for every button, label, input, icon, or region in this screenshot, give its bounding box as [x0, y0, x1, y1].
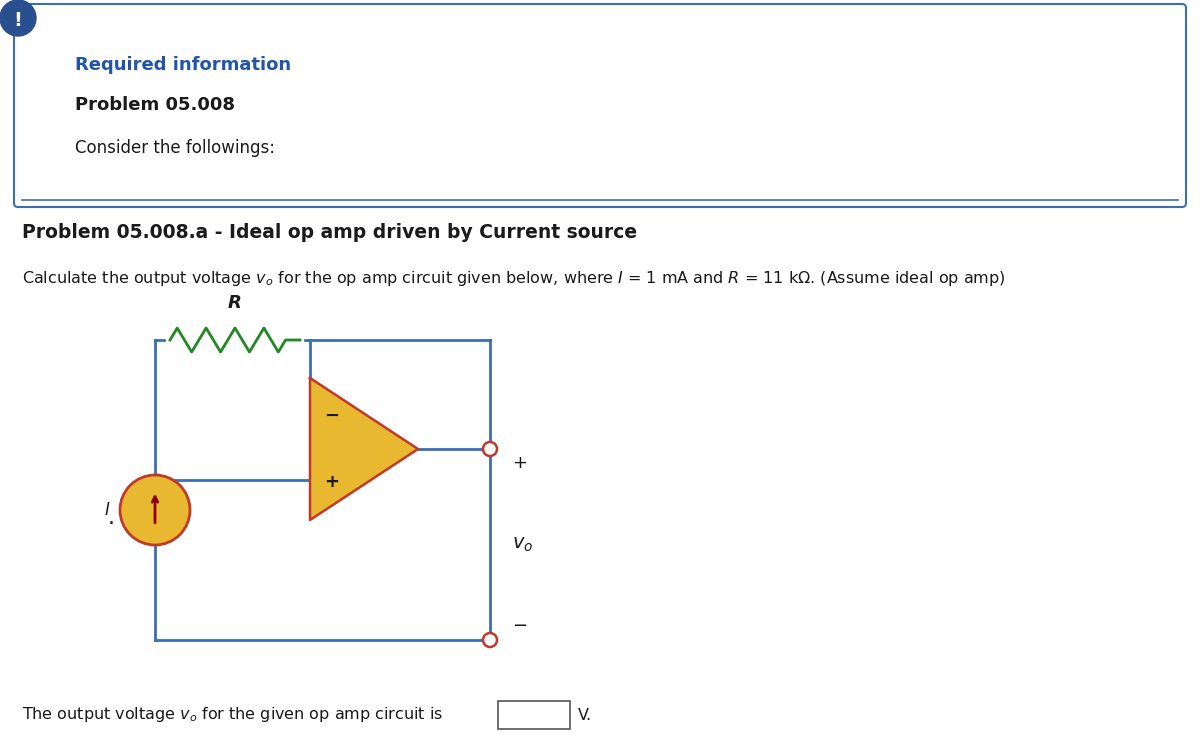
Text: −: −: [324, 407, 340, 425]
Circle shape: [482, 633, 497, 647]
Text: Calculate the output voltage $v_o$ for the op amp circuit given below, where $I$: Calculate the output voltage $v_o$ for t…: [22, 269, 1006, 288]
Circle shape: [120, 475, 190, 545]
Text: Problem 05.008.a - Ideal op amp driven by Current source: Problem 05.008.a - Ideal op amp driven b…: [22, 222, 637, 242]
Text: −: −: [512, 617, 527, 635]
Text: !: !: [13, 11, 23, 29]
Text: Problem 05.008: Problem 05.008: [74, 96, 235, 114]
Text: Required information: Required information: [74, 56, 292, 74]
Text: The output voltage $v_o$ for the given op amp circuit is: The output voltage $v_o$ for the given o…: [22, 705, 443, 725]
Text: $I$: $I$: [103, 501, 110, 519]
Text: +: +: [324, 473, 340, 491]
Text: V.: V.: [578, 707, 592, 722]
Text: .: .: [108, 508, 115, 528]
FancyBboxPatch shape: [14, 4, 1186, 207]
Text: Consider the followings:: Consider the followings:: [74, 139, 275, 157]
Circle shape: [482, 442, 497, 456]
Text: $v_o$: $v_o$: [512, 535, 533, 554]
Polygon shape: [310, 378, 418, 520]
Text: +: +: [512, 454, 527, 472]
FancyBboxPatch shape: [498, 701, 570, 729]
Circle shape: [0, 0, 36, 36]
Text: R: R: [228, 294, 242, 312]
